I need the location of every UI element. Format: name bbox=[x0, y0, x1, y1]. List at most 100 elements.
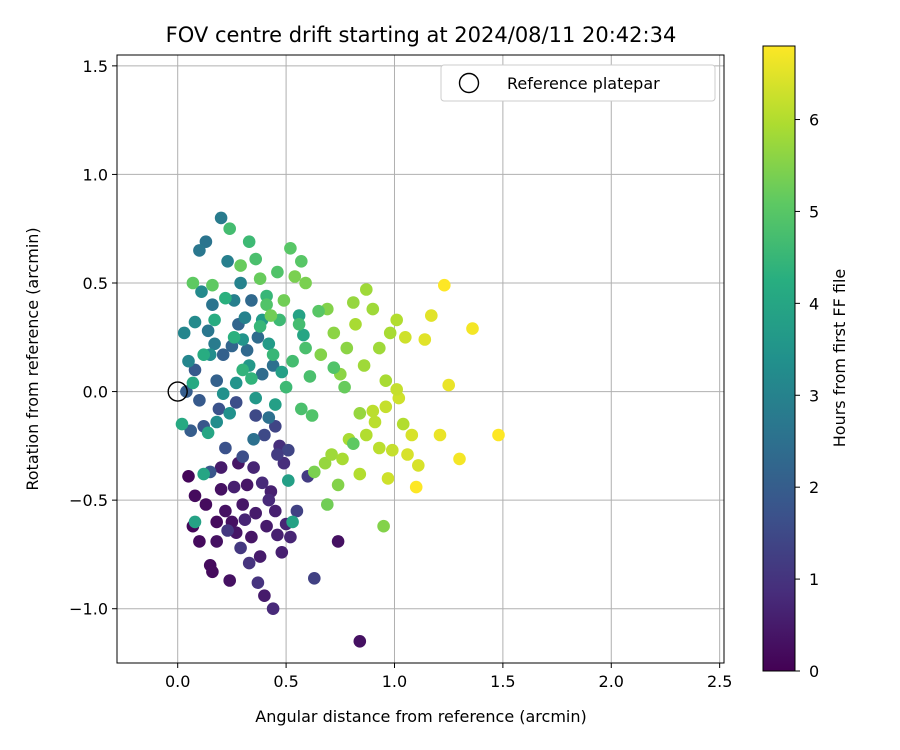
colorbar-tick-label: 6 bbox=[809, 111, 819, 130]
y-tick-label: 1.0 bbox=[83, 165, 108, 184]
data-point bbox=[453, 452, 466, 466]
data-point bbox=[208, 337, 221, 351]
data-point bbox=[229, 396, 243, 409]
data-point bbox=[269, 504, 282, 518]
colorbar-tick-label: 2 bbox=[809, 478, 819, 497]
data-point bbox=[275, 365, 289, 379]
data-point bbox=[366, 302, 380, 316]
data-point bbox=[266, 602, 280, 615]
data-point bbox=[269, 420, 282, 433]
data-point bbox=[282, 443, 295, 457]
data-point bbox=[297, 328, 310, 342]
data-point bbox=[251, 331, 265, 344]
data-point bbox=[236, 363, 249, 377]
data-point bbox=[373, 341, 386, 355]
data-point bbox=[201, 426, 215, 440]
data-point bbox=[206, 278, 219, 292]
data-point bbox=[295, 402, 308, 416]
data-point bbox=[303, 370, 317, 383]
data-point bbox=[223, 574, 236, 587]
data-point bbox=[238, 513, 252, 526]
colorbar-tick-label: 3 bbox=[809, 386, 819, 405]
data-point bbox=[247, 461, 260, 474]
data-point bbox=[325, 448, 338, 461]
data-point bbox=[318, 456, 332, 470]
chart-title: FOV centre drift starting at 2024/08/11 … bbox=[166, 23, 677, 47]
data-point bbox=[386, 443, 399, 457]
data-point bbox=[253, 272, 267, 286]
x-axis-ticks: 0.0 0.5 1.0 1.5 2.0 2.5 bbox=[165, 663, 732, 691]
data-point bbox=[245, 372, 258, 385]
data-point bbox=[223, 222, 236, 235]
data-point bbox=[262, 411, 276, 424]
legend-entry-reference: Reference platepar bbox=[507, 74, 660, 93]
data-point bbox=[299, 341, 312, 355]
data-point bbox=[177, 326, 191, 340]
data-point bbox=[308, 572, 321, 585]
legend-reference-marker bbox=[458, 72, 480, 94]
data-point bbox=[258, 428, 271, 442]
data-point bbox=[229, 376, 243, 390]
data-point bbox=[377, 519, 390, 533]
legend-box bbox=[440, 64, 716, 102]
legend: Reference platepar bbox=[440, 64, 716, 102]
data-point bbox=[271, 448, 284, 461]
data-point bbox=[466, 322, 479, 335]
data-point bbox=[390, 383, 404, 396]
data-point bbox=[221, 524, 234, 537]
data-point bbox=[197, 348, 210, 362]
data-point bbox=[390, 313, 404, 327]
data-point bbox=[288, 270, 302, 283]
data-point bbox=[336, 452, 349, 466]
data-point bbox=[271, 265, 284, 279]
data-point bbox=[327, 361, 341, 375]
data-point bbox=[234, 259, 247, 272]
y-tick-label: 0.5 bbox=[83, 274, 108, 293]
data-point bbox=[277, 456, 291, 470]
data-point bbox=[286, 515, 299, 529]
y-axis-ticks: −1.0 −0.5 0.0 0.5 1.0 1.5 bbox=[69, 57, 117, 619]
data-point bbox=[193, 394, 206, 407]
data-point bbox=[251, 576, 265, 589]
data-point bbox=[269, 398, 282, 411]
data-point bbox=[234, 276, 247, 290]
colorbar-tick-label: 4 bbox=[809, 294, 819, 313]
data-point bbox=[266, 359, 280, 372]
colorbar-tick-label: 0 bbox=[809, 662, 819, 681]
data-point bbox=[236, 498, 249, 511]
data-point bbox=[247, 433, 260, 446]
data-point bbox=[212, 402, 226, 416]
data-point bbox=[195, 285, 208, 299]
y-tick-label: −1.0 bbox=[69, 600, 108, 619]
data-point bbox=[249, 252, 262, 266]
data-point bbox=[240, 478, 254, 492]
y-tick-label: −0.5 bbox=[69, 491, 108, 510]
data-point bbox=[360, 283, 373, 296]
data-point bbox=[214, 483, 228, 496]
x-axis-label: Angular distance from reference (arcmin) bbox=[255, 707, 586, 726]
data-point bbox=[210, 535, 223, 548]
data-point bbox=[279, 380, 293, 394]
data-point bbox=[492, 428, 505, 442]
data-point bbox=[433, 428, 447, 442]
x-tick-label: 0.5 bbox=[273, 672, 298, 691]
data-point bbox=[292, 318, 306, 331]
colorbar-tick-label: 5 bbox=[809, 202, 819, 221]
data-point bbox=[340, 341, 354, 355]
data-point bbox=[353, 635, 367, 648]
data-point bbox=[349, 318, 362, 331]
data-point bbox=[286, 354, 299, 368]
data-point bbox=[347, 437, 360, 451]
data-point bbox=[373, 441, 386, 455]
data-point bbox=[208, 313, 221, 327]
data-point bbox=[236, 450, 249, 464]
data-point bbox=[327, 326, 341, 340]
data-point bbox=[425, 309, 438, 322]
data-point bbox=[299, 276, 312, 290]
data-point bbox=[199, 498, 213, 511]
data-point bbox=[193, 244, 206, 257]
data-point bbox=[227, 331, 241, 344]
x-tick-label: 2.5 bbox=[707, 672, 732, 691]
data-point bbox=[182, 354, 195, 368]
